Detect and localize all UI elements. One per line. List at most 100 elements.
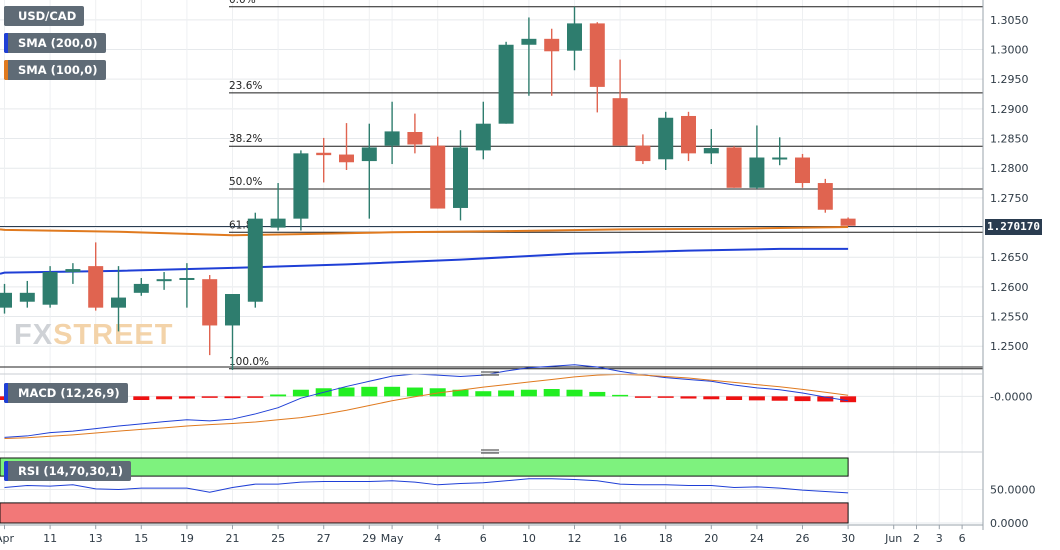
date-tick-label: 11 <box>43 532 57 545</box>
macd-histogram-bar <box>589 391 606 397</box>
candle-body <box>521 38 537 45</box>
candle-body <box>658 117 674 160</box>
date-tick-label: Jun <box>884 532 902 545</box>
bullish-candle <box>521 17 537 96</box>
macd-tick-label: -0.0000 <box>990 390 1032 403</box>
macd-histogram-bar <box>657 396 674 398</box>
price-tick-label: 1.2800 <box>990 162 1029 175</box>
date-tick-label: 6 <box>480 532 487 545</box>
candle-body <box>635 145 651 162</box>
candle-body <box>202 279 218 326</box>
date-tick-label: 16 <box>613 532 627 545</box>
price-tick-label: 1.3000 <box>990 44 1029 57</box>
bearish-candle <box>795 153 810 188</box>
date-tick-label: 2 <box>913 532 920 545</box>
candle-body <box>544 38 560 52</box>
macd-histogram-bar <box>429 388 446 397</box>
macd-histogram-bar <box>406 387 423 397</box>
macd-histogram-bar <box>612 394 629 397</box>
candle-body <box>772 157 788 160</box>
symbol-tag-swatch <box>4 6 8 26</box>
fib-label: 50.0% <box>229 176 262 188</box>
svg-text:FXSTREET: FXSTREET <box>14 319 173 351</box>
fib-label: 23.6% <box>229 80 262 92</box>
candle-body <box>0 292 12 308</box>
bearish-candle <box>88 242 104 311</box>
date-tick-label: 12 <box>568 532 582 545</box>
fib-label: 0.0% <box>229 0 256 6</box>
candle-body <box>749 157 765 188</box>
candle-body <box>19 292 35 302</box>
date-tick-label: 19 <box>180 532 194 545</box>
bearish-candle <box>635 134 651 165</box>
candle-body <box>42 272 58 305</box>
bullish-candle <box>293 150 309 231</box>
bearish-candle <box>681 111 696 162</box>
bullish-candle <box>498 41 514 124</box>
macd-histogram-bar <box>520 389 537 397</box>
candle-body <box>133 283 149 293</box>
date-tick-label: 25 <box>271 532 285 545</box>
price-tick-label: 1.2500 <box>990 340 1029 353</box>
bearish-candle <box>840 217 856 226</box>
candle-body <box>111 297 126 308</box>
candle-body <box>475 123 491 151</box>
price-tick-label: 1.3050 <box>990 14 1029 27</box>
watermark-street: STREET <box>53 319 173 351</box>
bullish-candle <box>0 283 12 314</box>
rsi-panel: 0.0000 50.0000 <box>0 457 1036 530</box>
candle-body <box>703 148 719 154</box>
symbol-tag[interactable]: USD/CAD <box>4 6 85 26</box>
sma100-line <box>0 225 849 237</box>
macd-line <box>4 364 849 438</box>
bearish-candle <box>202 275 218 356</box>
macd-histogram-bar <box>224 396 241 399</box>
date-tick-label: 3 <box>936 532 943 545</box>
date-tick-label: 21 <box>226 532 240 545</box>
fib-label: 38.2% <box>229 133 262 145</box>
macd-label: MACD (12,26,9) <box>18 386 120 400</box>
date-tick-label: 15 <box>134 532 148 545</box>
macd-histogram-bar <box>452 389 469 397</box>
signal-line <box>4 373 849 439</box>
bullish-candle <box>225 294 240 370</box>
candle-body <box>589 23 605 87</box>
macd-histogram-bar <box>771 396 788 401</box>
macd-histogram-bar <box>566 389 583 397</box>
bullish-candle <box>65 263 81 284</box>
rsi-tag[interactable]: RSI (14,70,30,1) <box>4 461 132 481</box>
macd-histogram-bar <box>270 394 287 397</box>
price-tick-label: 1.2650 <box>990 251 1029 264</box>
macd-histogram-bar <box>543 389 560 397</box>
macd-histogram-bar <box>201 396 218 398</box>
bullish-candle <box>156 272 172 290</box>
sma200-tag[interactable]: SMA (200,0) <box>4 33 106 53</box>
macd-histogram-bar <box>133 396 150 400</box>
bullish-candle <box>475 101 491 160</box>
oversold-zone <box>0 502 849 524</box>
pane-dividers[interactable] <box>0 371 983 454</box>
sma100-label: SMA (100,0) <box>18 63 98 77</box>
sma100-swatch <box>4 60 8 80</box>
sma100-tag[interactable]: SMA (100,0) <box>4 60 106 80</box>
date-tick-label: 30 <box>841 532 855 545</box>
date-tick-label: 27 <box>317 532 331 545</box>
macd-histogram-bar <box>338 387 355 397</box>
candle-body <box>339 154 354 163</box>
candle-body <box>817 183 833 210</box>
bullish-candle <box>247 212 263 308</box>
candle-body <box>384 131 400 146</box>
rsi-line <box>4 478 849 494</box>
macd-tag[interactable]: MACD (12,26,9) <box>4 383 128 403</box>
macd-histogram-bar <box>634 396 651 398</box>
price-tick-label: 1.2750 <box>990 192 1029 205</box>
bullish-candle <box>658 111 674 170</box>
bullish-candle <box>179 263 195 308</box>
date-axis: Apr1113151921252729May461012161820242630… <box>0 524 983 545</box>
date-tick-label: 4 <box>434 532 441 545</box>
rsi-swatch <box>4 461 8 481</box>
sma200-label: SMA (200,0) <box>18 36 98 50</box>
bullish-candle <box>749 125 765 189</box>
symbol-label: USD/CAD <box>18 9 77 23</box>
candle-body <box>567 23 582 51</box>
